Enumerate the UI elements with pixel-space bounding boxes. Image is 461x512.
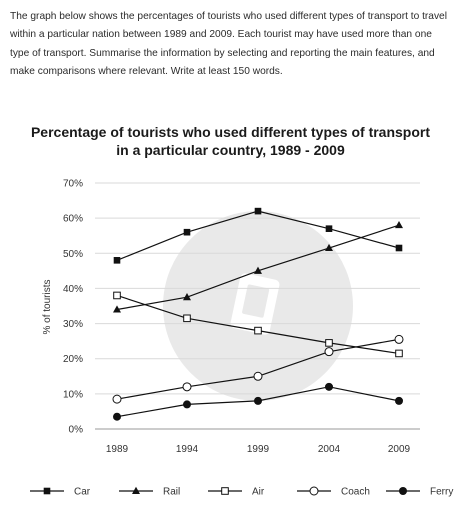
legend-marker-coach	[309, 486, 319, 496]
legend-label-coach: Coach	[341, 487, 370, 498]
legend-item-air: Air	[208, 487, 265, 498]
data-point-rail	[395, 220, 403, 229]
x-tick-label: 1994	[176, 444, 199, 455]
y-tick-label: 30%	[63, 319, 83, 330]
legend-item-ferry: Ferry	[386, 487, 453, 498]
x-tick-label: 1999	[247, 444, 270, 455]
chart-title-line-1: Percentage of tourists who used differen…	[30, 124, 431, 140]
legend-marker-rail	[132, 486, 140, 494]
y-tick-label: 60%	[63, 214, 83, 225]
data-point-air	[325, 339, 333, 347]
data-point-air	[395, 349, 403, 358]
x-tick-label: 2004	[318, 444, 341, 455]
data-point-coach	[253, 371, 263, 381]
data-point-rail	[254, 266, 262, 274]
y-tick-label: 50%	[63, 249, 83, 260]
data-point-coach	[324, 347, 334, 357]
series-layer	[112, 207, 404, 421]
data-point-ferry	[254, 396, 262, 405]
data-point-car	[113, 257, 121, 264]
y-tick-label: 10%	[63, 389, 83, 400]
series-ferry	[113, 382, 403, 421]
chart-title: Percentage of tourists who used differen…	[0, 123, 461, 159]
data-point-rail	[325, 243, 333, 252]
y-tick-label: 0%	[69, 425, 84, 436]
data-point-air	[183, 314, 191, 323]
data-point-ferry	[183, 400, 191, 409]
data-point-car	[325, 225, 333, 232]
data-point-ferry	[395, 396, 403, 405]
legend-item-coach: Coach	[297, 486, 370, 498]
data-point-rail	[183, 293, 191, 301]
series-rail	[113, 220, 403, 313]
legend-label-rail: Rail	[163, 487, 180, 498]
legend-marker-car	[43, 487, 51, 495]
data-point-car	[183, 228, 191, 236]
y-axis: 0% 10% 20% 30% 40% 50% 60% 70%	[63, 179, 83, 436]
grid	[95, 182, 420, 430]
legend-label-ferry: Ferry	[430, 487, 453, 498]
x-tick-label: 2009	[388, 444, 411, 455]
legend-marker-ferry	[399, 487, 407, 495]
data-point-coach	[182, 382, 192, 392]
x-axis: 1989 1994 1999 2004 2009	[106, 444, 411, 455]
y-tick-label: 20%	[63, 354, 83, 365]
watermark-glyph-inner	[242, 284, 270, 318]
task-prompt: The graph below shows the percentages of…	[10, 11, 447, 78]
series-coach	[112, 334, 404, 404]
data-point-rail	[113, 305, 121, 313]
series-air	[113, 291, 403, 358]
legend-item-car: Car	[30, 487, 91, 498]
data-point-coach	[394, 334, 404, 344]
legend-label-car: Car	[74, 487, 91, 498]
y-tick-label: 40%	[63, 284, 83, 295]
data-point-coach	[112, 394, 122, 404]
legend-label-air: Air	[252, 487, 265, 498]
y-axis-label: % of tourists	[42, 279, 53, 334]
data-point-ferry	[113, 412, 121, 421]
data-point-car	[395, 244, 403, 252]
x-tick-label: 1989	[106, 444, 129, 455]
data-point-air	[113, 291, 121, 300]
legend-item-rail: Rail	[119, 487, 180, 498]
legend-marker-air	[221, 487, 229, 495]
chart-title-line-2: in a particular country, 1989 - 2009	[116, 142, 345, 158]
data-point-car	[254, 207, 262, 215]
y-tick-label: 70%	[63, 179, 83, 190]
data-point-ferry	[325, 382, 333, 391]
data-point-air	[254, 326, 262, 335]
series-car	[113, 207, 403, 264]
legend: Car Rail Air Coach Ferry	[30, 486, 453, 498]
